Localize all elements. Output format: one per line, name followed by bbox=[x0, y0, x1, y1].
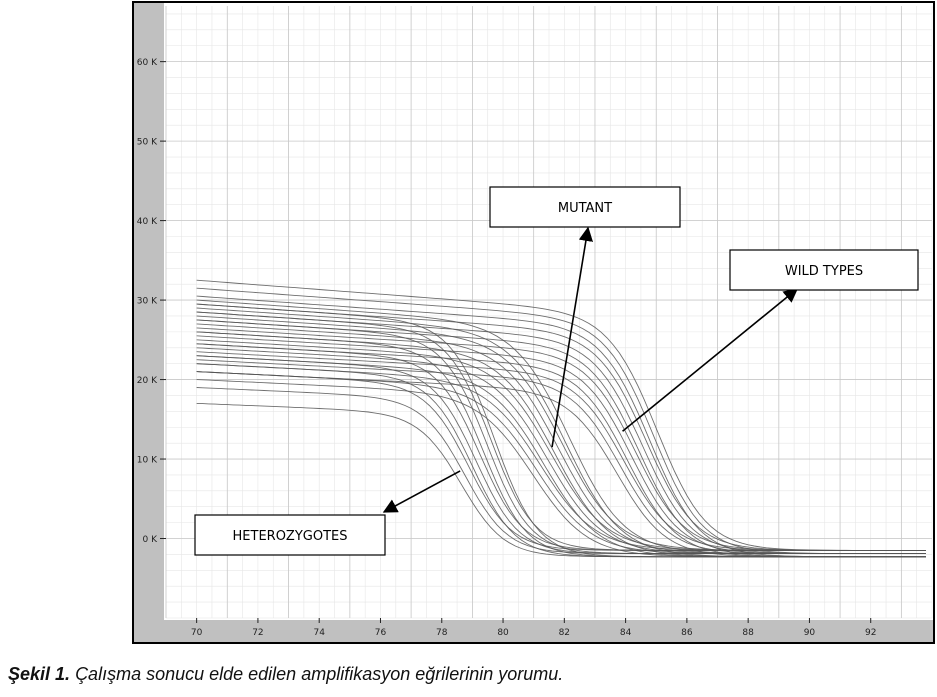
x-tick-label: 76 bbox=[375, 628, 387, 638]
annotations: MUTANT WILD TYPES HETEROZYGOTES bbox=[194, 186, 919, 556]
x-tick-label: 90 bbox=[804, 628, 816, 638]
caption-text: Çalışma sonucu elde edilen amplifikasyon… bbox=[75, 664, 564, 684]
melt-curve bbox=[196, 295, 926, 558]
x-tick-label: 92 bbox=[865, 628, 876, 638]
figure-caption: Şekil 1. Çalışma sonucu elde edilen ampl… bbox=[8, 664, 563, 685]
annotation-box bbox=[489, 186, 681, 228]
caption-label: Şekil 1. bbox=[8, 664, 71, 684]
melt-curve bbox=[196, 287, 926, 555]
x-tick-label: 86 bbox=[681, 628, 693, 638]
x-tick-label: 72 bbox=[252, 628, 263, 638]
x-axis-strip bbox=[164, 620, 933, 642]
annotation-arrow bbox=[382, 470, 461, 513]
x-tick-label: 74 bbox=[313, 628, 325, 638]
annotation-arrow bbox=[622, 288, 799, 432]
y-tick-label: 10 K bbox=[137, 456, 158, 466]
x-tick-label: 88 bbox=[742, 628, 754, 638]
annotation-arrow bbox=[551, 226, 594, 448]
x-tick-label: 70 bbox=[191, 628, 203, 638]
annotation-box bbox=[729, 249, 919, 291]
annotation-label: MUTANT bbox=[558, 201, 612, 216]
x-tick-label: 84 bbox=[620, 628, 632, 638]
annotation-label: HETEROZYGOTES bbox=[233, 529, 348, 544]
y-axis-sidebar bbox=[134, 3, 164, 642]
y-tick-label: 20 K bbox=[137, 376, 158, 386]
y-tick-label: 50 K bbox=[137, 138, 158, 148]
y-tick-label: 0 K bbox=[143, 535, 159, 545]
x-tick-label: 82 bbox=[559, 628, 570, 638]
annotation-box bbox=[194, 514, 386, 556]
y-tick-label: 60 K bbox=[137, 58, 158, 68]
x-axis-ticks: 70 72 74 76 78 80 82 84 86 88 90 92 bbox=[191, 618, 876, 638]
y-tick-label: 40 K bbox=[137, 217, 158, 227]
x-tick-label: 78 bbox=[436, 628, 448, 638]
melt-curve bbox=[196, 279, 926, 551]
y-tick-label: 30 K bbox=[137, 297, 158, 307]
y-axis-ticks: 0 K 10 K 20 K 30 K 40 K 50 K 60 K bbox=[137, 58, 166, 545]
melt-curves bbox=[196, 279, 926, 558]
x-tick-label: 80 bbox=[497, 628, 509, 638]
annotation-label: WILD TYPES bbox=[785, 264, 863, 279]
